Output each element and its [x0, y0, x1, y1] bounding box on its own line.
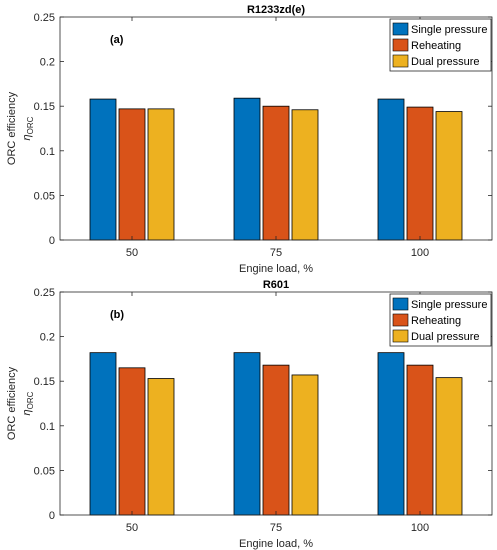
x-axis-label: Engine load, % — [239, 263, 313, 275]
x-tick-label: 100 — [411, 522, 429, 534]
legend: Single pressure Reheating Dual pressure — [389, 293, 492, 347]
y-tick-label: 0.15 — [34, 376, 55, 388]
legend-swatch-single-pressure — [392, 297, 409, 311]
y-axis-label: ORC efficiency — [6, 366, 18, 440]
bar-single-pressure-100 — [377, 352, 405, 516]
bar-single-pressure-50 — [89, 98, 117, 241]
y-tick-label: 0.2 — [40, 332, 55, 344]
bar-dual-pressure-50 — [147, 108, 175, 241]
y-tick-label: 0.05 — [34, 190, 55, 202]
x-tick-label: 75 — [270, 247, 282, 259]
y-axis-label: ORC efficiency — [6, 91, 18, 165]
y-tick-label: 0.25 — [34, 12, 55, 24]
legend-label: Reheating — [411, 315, 461, 327]
y-tick-label: 0.05 — [34, 465, 55, 477]
y-tick-label: 0.15 — [34, 101, 55, 113]
bar-reheating-75 — [262, 364, 290, 516]
y-tick-label: 0.1 — [40, 421, 55, 433]
bar-reheating-100 — [406, 364, 434, 516]
x-tick-label: 75 — [270, 522, 282, 534]
y-tick-label: 0.1 — [40, 146, 55, 158]
bar-single-pressure-100 — [377, 98, 405, 241]
y-tick-label: 0 — [49, 510, 55, 522]
legend-swatch-reheating — [392, 313, 409, 327]
bar-dual-pressure-50 — [147, 378, 175, 516]
legend-label: Dual pressure — [411, 56, 479, 68]
bar-dual-pressure-100 — [435, 377, 463, 516]
bar-reheating-50 — [118, 367, 146, 516]
bar-reheating-100 — [406, 106, 434, 241]
bar-reheating-75 — [262, 105, 290, 241]
chart-panel-1: 0 0.05 0.1 0.15 0.2 0.25 50 75 100 Engine load, %… — [6, 4, 493, 275]
bar-single-pressure-75 — [233, 352, 261, 516]
chart-title: R1233zd(e) — [247, 4, 305, 16]
x-tick-label: 50 — [126, 247, 138, 259]
legend-swatch-dual-pressure — [392, 329, 409, 343]
x-tick-label: 100 — [411, 247, 429, 259]
legend-label: Single pressure — [411, 24, 487, 36]
bar-single-pressure-75 — [233, 97, 261, 241]
x-axis-label: Engine load, % — [239, 538, 313, 550]
bar-dual-pressure-75 — [291, 109, 319, 241]
y-tick-label: 0.2 — [40, 57, 55, 69]
legend-swatch-single-pressure — [392, 22, 409, 36]
panel-tag: (b) — [110, 309, 124, 321]
bar-reheating-50 — [118, 108, 146, 241]
legend: Single pressure Reheating Dual pressure — [389, 18, 492, 72]
legend-label: Single pressure — [411, 299, 487, 311]
y-axis-symbol: ηORC — [21, 391, 35, 415]
chart-title: R601 — [263, 279, 289, 291]
legend-label: Dual pressure — [411, 331, 479, 343]
bar-single-pressure-50 — [89, 352, 117, 516]
legend-swatch-reheating — [392, 38, 409, 52]
bar-dual-pressure-100 — [435, 111, 463, 241]
y-tick-label: 0.25 — [34, 287, 55, 299]
y-axis-symbol: ηORC — [21, 116, 35, 140]
legend-label: Reheating — [411, 40, 461, 52]
panel-tag: (a) — [110, 34, 124, 46]
x-tick-label: 50 — [126, 522, 138, 534]
chart-panel-2: 0 0.05 0.1 0.15 0.2 0.25 50 75 100 Engine load, %… — [6, 279, 493, 550]
legend-swatch-dual-pressure — [392, 54, 409, 68]
y-tick-label: 0 — [49, 235, 55, 247]
bar-dual-pressure-75 — [291, 374, 319, 516]
